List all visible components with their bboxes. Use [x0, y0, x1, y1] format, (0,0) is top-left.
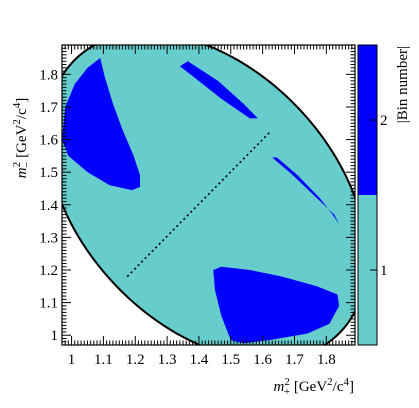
- colorbar-title: |Bin number|: [395, 46, 411, 123]
- bin-divider-line: [126, 130, 272, 278]
- plot-area: [62, 45, 355, 345]
- y-tick-label: 1.6: [39, 133, 58, 149]
- colorbar: 12 |Bin number|: [357, 44, 411, 346]
- colorbar-ticks: 12: [370, 113, 388, 279]
- colorbar-frame: [357, 44, 378, 346]
- plot-frame: [61, 44, 356, 346]
- y-tick-label: 1.3: [39, 230, 58, 246]
- x-tick-label: 1.6: [253, 352, 272, 368]
- y-tick-label: 1.1: [39, 296, 58, 312]
- y-tick-label: 1.8: [39, 67, 58, 83]
- bin-2-region-upper-left: [62, 58, 141, 191]
- y-tick-label: 1.2: [39, 263, 58, 279]
- bin-2-region-lower-right: [213, 266, 340, 344]
- x-tick-label: 1.5: [221, 352, 240, 368]
- y-tick-label: 1.4: [39, 198, 58, 214]
- colorbar-segment-1: [358, 195, 377, 345]
- x-tick-label: 1.2: [126, 352, 145, 368]
- phase-space-boundary: [62, 45, 355, 345]
- y-tick-label: 1.5: [39, 165, 58, 181]
- bin-2-region-top-band: [179, 61, 258, 119]
- y-tick-label: 1.7: [39, 100, 58, 116]
- y-axis-title: m2− [GeV2/c4]: [11, 98, 33, 178]
- x-tick-label: 1.4: [190, 352, 209, 368]
- colorbar-segment-2: [358, 45, 377, 195]
- colorbar-tick-label: 2: [380, 113, 388, 129]
- x-tick-label: 1.1: [94, 352, 113, 368]
- y-tick-label: 1: [51, 328, 59, 344]
- x-tick-label: 1.8: [317, 352, 336, 368]
- colorbar-tick-label: 1: [380, 263, 388, 279]
- y-axis: 1 1.1 1.2 1.3 1.4 1.5 1.6 1.7 1.8: [39, 44, 355, 346]
- x-tick-label: 1: [68, 352, 76, 368]
- x-tick-label: 1.7: [285, 352, 304, 368]
- x-tick-label: 1.3: [158, 352, 177, 368]
- x-axis-title: m2 + [GeV2/c4]: [274, 376, 354, 398]
- x-axis: 1 1.1 1.2 1.3 1.4 1.5 1.6 1.7 1.8: [61, 45, 356, 368]
